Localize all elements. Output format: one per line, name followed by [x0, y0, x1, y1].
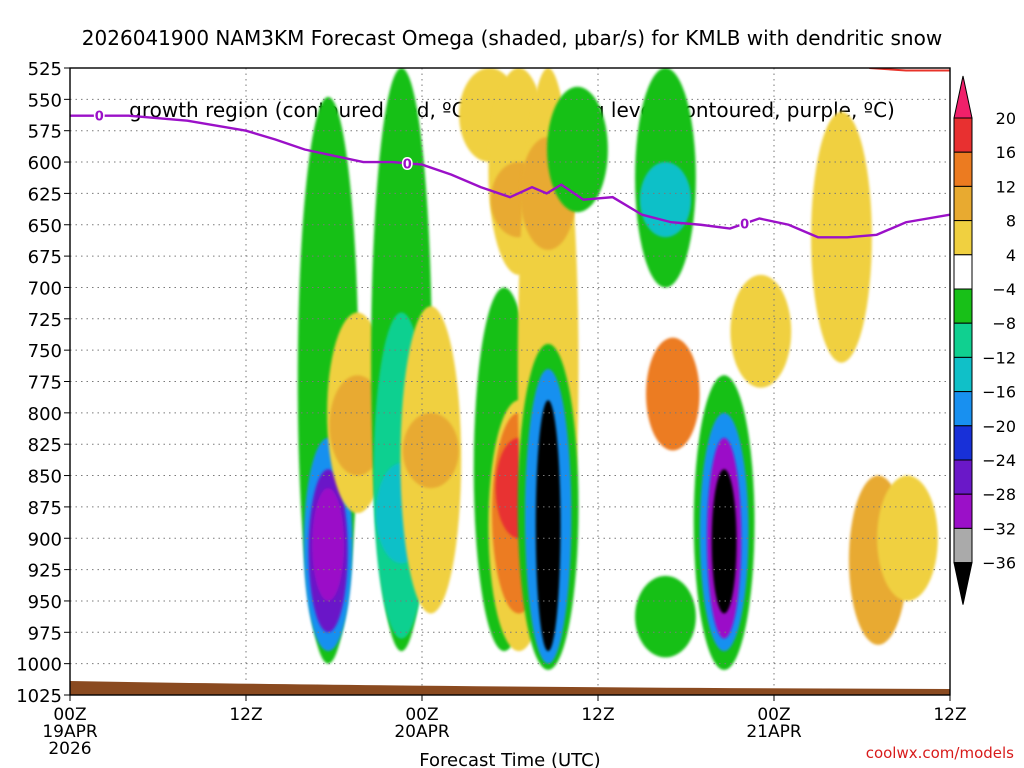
- colorbar-label-1: 16: [996, 143, 1016, 162]
- colorbar-label-7: −12: [982, 348, 1016, 367]
- x-tick-label-1: 12Z: [229, 705, 262, 725]
- colorbar-label-4: 4: [1006, 246, 1016, 265]
- contours: 0 0 0: [70, 68, 950, 239]
- watermark: coolwx.com/models: [865, 744, 1014, 762]
- y-tick-label-10: 775: [28, 373, 62, 394]
- x-tick-label-5: 12Z: [933, 705, 966, 725]
- colorbar-swatch-3: [953, 185, 973, 222]
- x-tick-label-0: 00Z: [53, 705, 86, 725]
- x-axis-title: Forecast Time (UTC): [419, 750, 600, 768]
- omega-cell-3: [312, 488, 345, 601]
- x-tick-date-4: 21APR: [746, 722, 802, 742]
- colorbar-label-0: 20: [996, 109, 1016, 128]
- x-tick-year-0: 2026: [48, 739, 91, 759]
- colorbar-label-10: −24: [982, 451, 1016, 470]
- y-tick-label-11: 800: [28, 404, 62, 425]
- colorbar-swatch-2: [953, 151, 973, 187]
- colorbar: 20 16 12 8 4 −4 −8 −12 −16 −20 −24 −28 −32 −36: [953, 75, 1016, 605]
- y-tick-label-9: 750: [28, 341, 62, 362]
- colorbar-swatch-8: [953, 356, 973, 393]
- omega-cell-31: [711, 469, 737, 614]
- x-tick-label-2: 00Z: [405, 705, 438, 725]
- y-tick-label-0: 525: [28, 59, 62, 80]
- omega-cell-27: [635, 575, 696, 658]
- colorbar-label-6: −8: [992, 314, 1016, 333]
- omega-cell-26: [646, 337, 700, 451]
- colorbar-label-12: −32: [982, 519, 1016, 538]
- pressure-axis: 525 550 575 600 625 650 675 700 725 750 775 800 825 8…: [16, 59, 70, 707]
- colorbar-swatch-9: [953, 391, 973, 427]
- colorbar-swatch-1: [953, 117, 973, 153]
- y-tick-label-3: 600: [28, 153, 62, 174]
- colorbar-swatch-5: [953, 254, 973, 290]
- y-tick-label-15: 900: [28, 529, 62, 550]
- omega-cell-22: [535, 400, 561, 652]
- y-tick-label-4: 625: [28, 184, 62, 205]
- ground-area: [70, 681, 950, 695]
- y-tick-label-14: 875: [28, 498, 62, 519]
- x-tick-label-4: 00Z: [757, 705, 790, 725]
- freezing-level-line: [70, 114, 950, 239]
- omega-cell-23: [547, 86, 608, 213]
- colorbar-swatch-13: [953, 527, 973, 564]
- colorbar-swatch-4: [953, 220, 973, 256]
- y-tick-label-12: 825: [28, 435, 62, 456]
- freezing-level-label: 0: [403, 157, 412, 172]
- colorbar-swatch-6: [953, 288, 973, 324]
- freezing-level-label: 0: [95, 110, 104, 125]
- y-tick-label-17: 950: [28, 592, 62, 613]
- y-tick-label-20: 1025: [16, 686, 62, 707]
- chart-title: 2026041900 NAM3KM Forecast Omega (shaded…: [0, 2, 1024, 122]
- colorbar-label-13: −36: [982, 554, 1016, 573]
- colorbar-swatch-11: [953, 459, 973, 495]
- x-tick-label-3: 12Z: [581, 705, 614, 725]
- colorbar-swatch-7: [953, 322, 973, 358]
- y-tick-label-16: 925: [28, 561, 62, 582]
- plot-grid: [69, 67, 951, 696]
- colorbar-label-5: −4: [992, 280, 1016, 299]
- colorbar-label-9: −20: [982, 417, 1016, 436]
- colorbar-bottom-arrow: [953, 562, 973, 605]
- x-tick-date-2: 20APR: [394, 722, 450, 742]
- ground-fill: [70, 681, 950, 695]
- colorbar-label-3: 8: [1006, 212, 1016, 231]
- freezing-level-label: 0: [740, 217, 749, 232]
- y-tick-label-1: 550: [28, 90, 62, 111]
- colorbar-swatch-10: [953, 425, 973, 461]
- omega-cell-25: [639, 162, 692, 238]
- y-tick-label-6: 675: [28, 247, 62, 268]
- colorbar-top-arrow: [953, 75, 973, 119]
- colorbar-swatch-12: [953, 493, 973, 529]
- omega-cell-10: [402, 412, 459, 489]
- y-tick-label-13: 850: [28, 467, 62, 488]
- chart-title-line1: 2026041900 NAM3KM Forecast Omega (shaded…: [81, 26, 943, 50]
- dgz-contour-line: [869, 68, 950, 72]
- colorbar-label-8: −16: [982, 383, 1016, 402]
- y-tick-label-19: 1000: [16, 655, 62, 676]
- colorbar-label-2: 12: [996, 177, 1016, 196]
- y-tick-label-7: 700: [28, 278, 62, 299]
- y-tick-label-18: 975: [28, 623, 62, 644]
- omega-shading: [297, 68, 938, 670]
- omega-cell-32: [730, 274, 792, 388]
- y-tick-label-8: 725: [28, 310, 62, 331]
- y-tick-label-5: 650: [28, 216, 62, 237]
- x-tick-date-0: 19APR: [42, 722, 98, 742]
- colorbar-label-11: −28: [982, 485, 1016, 504]
- y-tick-label-2: 575: [28, 122, 62, 143]
